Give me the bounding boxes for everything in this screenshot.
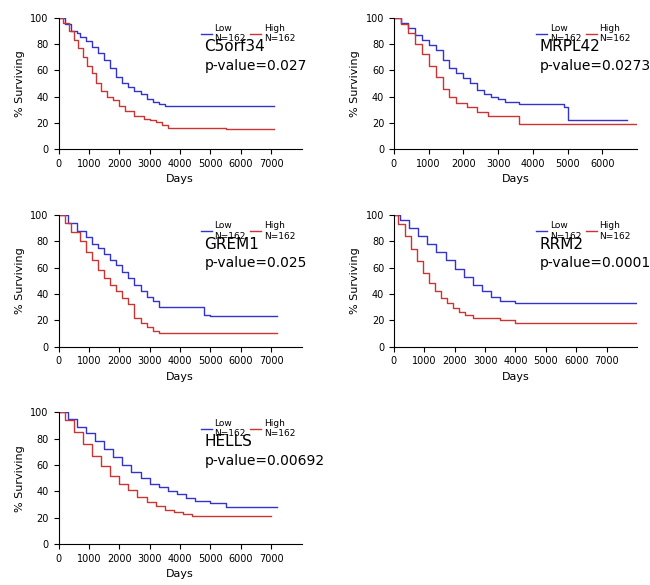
Y-axis label: % Surviving: % Surviving (15, 445, 25, 512)
Y-axis label: % Surviving: % Surviving (15, 50, 25, 117)
Text: C5orf34: C5orf34 (204, 39, 265, 54)
Y-axis label: % Surviving: % Surviving (350, 247, 360, 314)
Text: p-value=0.027: p-value=0.027 (204, 59, 307, 73)
X-axis label: Days: Days (166, 569, 194, 579)
Legend: Low
N=162, High
N=162: Low N=162, High N=162 (199, 417, 297, 440)
Y-axis label: % Surviving: % Surviving (350, 50, 360, 117)
Text: p-value=0.000107: p-value=0.000107 (540, 256, 650, 270)
Legend: Low
N=162, High
N=162: Low N=162, High N=162 (199, 22, 297, 45)
X-axis label: Days: Days (502, 174, 529, 184)
Text: MRPL42: MRPL42 (540, 39, 601, 54)
X-axis label: Days: Days (502, 372, 529, 382)
Legend: Low
N=162, High
N=162: Low N=162, High N=162 (534, 22, 632, 45)
Text: GREM1: GREM1 (204, 237, 259, 252)
X-axis label: Days: Days (166, 372, 194, 382)
Text: p-value=0.025: p-value=0.025 (204, 256, 307, 270)
X-axis label: Days: Days (166, 174, 194, 184)
Text: RRM2: RRM2 (540, 237, 584, 252)
Text: p-value=0.00692: p-value=0.00692 (204, 454, 324, 468)
Legend: Low
N=162, High
N=162: Low N=162, High N=162 (199, 219, 297, 243)
Legend: Low
N=162, High
N=162: Low N=162, High N=162 (534, 219, 632, 243)
Text: p-value=0.0273: p-value=0.0273 (540, 59, 650, 73)
Text: HELLS: HELLS (204, 434, 252, 449)
Y-axis label: % Surviving: % Surviving (15, 247, 25, 314)
